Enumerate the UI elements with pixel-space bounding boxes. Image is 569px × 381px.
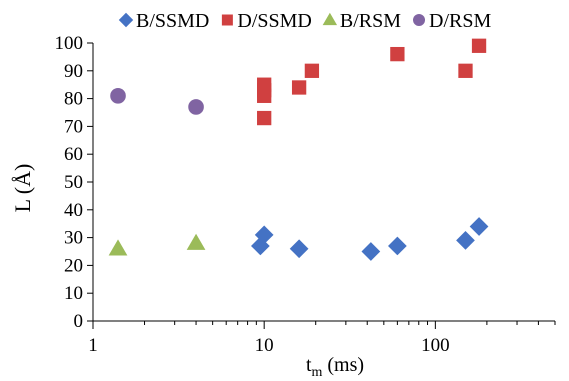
legend-label: D/SSMD [237, 10, 311, 32]
y-axis-label: L (Å) [10, 164, 35, 213]
data-point-triangle [186, 233, 206, 250]
x-tick-label: 100 [421, 335, 450, 356]
x-axis-label: tm (ms) [306, 354, 364, 376]
data-point-circle [188, 99, 204, 115]
y-tick-label: 70 [64, 116, 83, 137]
data-point-diamond [361, 242, 381, 261]
data-point-circle [110, 88, 126, 104]
y-tick-label: 30 [64, 228, 83, 249]
y-tick-label: 50 [64, 172, 83, 193]
data-point-diamond [456, 231, 475, 250]
y-tick-label: 60 [64, 144, 83, 165]
legend-marker-square [221, 14, 233, 26]
y-tick-label: 90 [64, 61, 83, 82]
data-point-square [257, 110, 272, 126]
y-tick-label: 0 [74, 311, 84, 332]
data-point-square [390, 46, 405, 62]
legend-marker-diamond [118, 12, 134, 28]
legend-label: D/RSM [429, 10, 491, 32]
data-point-diamond [469, 217, 489, 236]
data-point-square [257, 77, 272, 92]
data-point-square [471, 38, 487, 53]
legend-marker-circle [413, 14, 426, 26]
x-axis-label-unit: (ms) [322, 354, 364, 376]
data-points [108, 38, 489, 261]
y-tick-label: 20 [64, 255, 83, 276]
data-point-square [291, 80, 307, 95]
x-axis-label-subscript: m [312, 365, 323, 376]
legend-label: B/RSM [340, 10, 401, 32]
data-point-square [304, 63, 320, 78]
legend-marker-triangle [322, 12, 338, 26]
x-axis-label-main: t [306, 354, 312, 376]
data-point-triangle [108, 239, 128, 256]
x-tick-label: 1 [88, 335, 98, 356]
data-point-diamond [289, 239, 309, 259]
data-point-square [458, 63, 473, 78]
data-point-diamond [254, 225, 274, 245]
y-tick-label: 80 [64, 89, 83, 110]
data-point-diamond [388, 236, 407, 256]
x-tick-label: 10 [255, 335, 274, 356]
legend-label: B/SSMD [136, 10, 209, 32]
legend: B/SSMD D/SSMD B/RSM D/RSM [118, 10, 491, 32]
y-tick-label: 40 [64, 200, 83, 221]
y-tick-label: 100 [55, 33, 84, 54]
y-tick-label: 10 [64, 283, 83, 304]
